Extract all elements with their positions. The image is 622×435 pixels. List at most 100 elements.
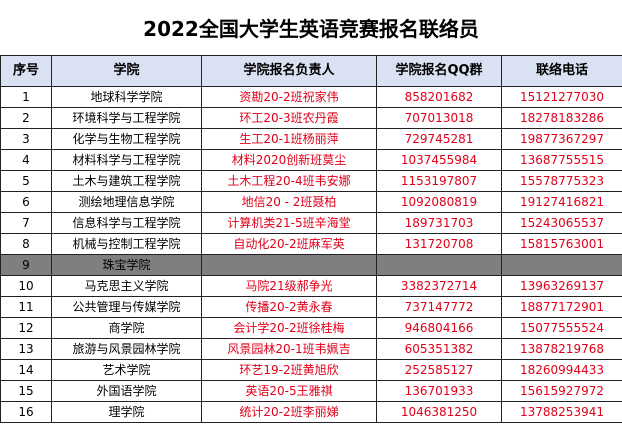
cell-college: 理学院: [51, 401, 202, 423]
cell-contact: 计算机类21-5班辛海堂: [201, 212, 377, 234]
cell-no: 6: [0, 191, 52, 213]
cell-phone: 13788253941: [501, 401, 622, 423]
table-row: 13 旅游与风景园林学院 风景园林20-1班韦姵吉 605351382 13878219…: [0, 338, 622, 360]
cell-phone: 19127416821: [501, 191, 622, 213]
cell-no: 7: [0, 212, 52, 234]
cell-college: 马克思主义学院: [51, 275, 202, 297]
cell-college: 商学院: [51, 317, 202, 339]
cell-contact: 生工20-1班杨丽萍: [201, 128, 377, 150]
cell-phone: 13878219768: [501, 338, 622, 360]
header-no: 序号: [0, 55, 52, 87]
cell-no: 11: [0, 296, 52, 318]
cell-college: 信息科学与工程学院: [51, 212, 202, 234]
sheet-title: 2022全国大学生英语竞赛报名联络员: [143, 17, 479, 41]
table-row: 12 商学院 会计学20-2班徐桂梅 946804166 15077555524: [0, 317, 622, 339]
cell-phone: 15121277030: [501, 86, 622, 108]
cell-phone: 18877172901: [501, 296, 622, 318]
table-row: 4 材料科学与工程学院 材料2020创新班莫尘 1037455984 136877555…: [0, 149, 622, 171]
cell-college: 材料科学与工程学院: [51, 149, 202, 171]
cell-contact: [201, 254, 377, 276]
cell-college: 地球科学学院: [51, 86, 202, 108]
cell-college: 外国语学院: [51, 380, 202, 402]
cell-qq: 1153197807: [376, 170, 502, 192]
cell-phone: 15077555524: [501, 317, 622, 339]
cell-contact: 材料2020创新班莫尘: [201, 149, 377, 171]
cell-contact: 统计20-2班李丽娣: [201, 401, 377, 423]
cell-no: 3: [0, 128, 52, 150]
table-row: 15 外国语学院 英语20-5王雅祺 136701933 15615927972: [0, 380, 622, 402]
table-row: 14 艺术学院 环艺19-2班黄旭欣 252585127 18260994433: [0, 359, 622, 381]
header-contact: 学院报名负责人: [201, 55, 377, 87]
table-row: 11 公共管理与传媒学院 传播20-2黄永春 737147772 18877172901: [0, 296, 622, 318]
table-row: 5 土木与建筑工程学院 土木工程20-4班韦安娜 1153197807 15578775…: [0, 170, 622, 192]
cell-qq: 252585127: [376, 359, 502, 381]
table-row: 7 信息科学与工程学院 计算机类21-5班辛海堂 189731703 152430655…: [0, 212, 622, 234]
cell-college: 化学与生物工程学院: [51, 128, 202, 150]
cell-college: 土木与建筑工程学院: [51, 170, 202, 192]
cell-contact: 土木工程20-4班韦安娜: [201, 170, 377, 192]
cell-qq: 605351382: [376, 338, 502, 360]
cell-no: 15: [0, 380, 52, 402]
cell-college: 艺术学院: [51, 359, 202, 381]
cell-phone: 18278183286: [501, 107, 622, 129]
cell-qq: 737147772: [376, 296, 502, 318]
cell-college: 测绘地理信息学院: [51, 191, 202, 213]
cell-contact: 风景园林20-1班韦姵吉: [201, 338, 377, 360]
header-college: 学院: [51, 55, 202, 87]
cell-qq: 729745281: [376, 128, 502, 150]
contact-table: 序号 学院 学院报名负责人 学院报名QQ群 联络电话 1 地球科学学院 资勘20-2…: [0, 55, 622, 423]
cell-college: 机械与控制工程学院: [51, 233, 202, 255]
cell-college: 珠宝学院: [51, 254, 202, 276]
cell-qq: 1037455984: [376, 149, 502, 171]
header-phone: 联络电话: [501, 55, 622, 87]
cell-contact: 地信20 - 2班聂柏: [201, 191, 377, 213]
cell-no: 14: [0, 359, 52, 381]
table-row: 9 珠宝学院: [0, 254, 622, 276]
cell-college: 旅游与风景园林学院: [51, 338, 202, 360]
cell-qq: 189731703: [376, 212, 502, 234]
cell-no: 10: [0, 275, 52, 297]
cell-phone: 13687755515: [501, 149, 622, 171]
table-row: 6 测绘地理信息学院 地信20 - 2班聂柏 1092080819 1912741682…: [0, 191, 622, 213]
cell-contact: 英语20-5王雅祺: [201, 380, 377, 402]
cell-no: 2: [0, 107, 52, 129]
cell-qq: 858201682: [376, 86, 502, 108]
cell-no: 12: [0, 317, 52, 339]
table-row: 1 地球科学学院 资勘20-2班祝家伟 858201682 15121277030: [0, 86, 622, 108]
cell-qq: 707013018: [376, 107, 502, 129]
cell-college: 环境科学与工程学院: [51, 107, 202, 129]
cell-qq: 3382372714: [376, 275, 502, 297]
cell-contact: 传播20-2黄永春: [201, 296, 377, 318]
table-row: 2 环境科学与工程学院 环工20-3班农丹霞 707013018 18278183286: [0, 107, 622, 129]
table-row: 8 机械与控制工程学院 自动化20-2班麻军英 131720708 1581576300…: [0, 233, 622, 255]
cell-qq: 136701933: [376, 380, 502, 402]
cell-qq: 1046381250: [376, 401, 502, 423]
cell-phone: 13963269137: [501, 275, 622, 297]
cell-contact: 会计学20-2班徐桂梅: [201, 317, 377, 339]
cell-no: 5: [0, 170, 52, 192]
table-row: 3 化学与生物工程学院 生工20-1班杨丽萍 729745281 19877367297: [0, 128, 622, 150]
cell-qq: [376, 254, 502, 276]
cell-contact: 马院21级郝争光: [201, 275, 377, 297]
cell-no: 8: [0, 233, 52, 255]
cell-no: 4: [0, 149, 52, 171]
cell-phone: [501, 254, 622, 276]
cell-contact: 自动化20-2班麻军英: [201, 233, 377, 255]
cell-qq: 131720708: [376, 233, 502, 255]
cell-qq: 946804166: [376, 317, 502, 339]
cell-no: 9: [0, 254, 52, 276]
cell-phone: 15615927972: [501, 380, 622, 402]
table-row: 10 马克思主义学院 马院21级郝争光 3382372714 13963269137: [0, 275, 622, 297]
cell-phone: 15578775323: [501, 170, 622, 192]
cell-no: 13: [0, 338, 52, 360]
cell-contact: 资勘20-2班祝家伟: [201, 86, 377, 108]
cell-phone: 15815763001: [501, 233, 622, 255]
header-row: 序号 学院 学院报名负责人 学院报名QQ群 联络电话: [0, 55, 622, 87]
cell-qq: 1092080819: [376, 191, 502, 213]
table-row: 16 理学院 统计20-2班李丽娣 1046381250 13788253941: [0, 401, 622, 423]
header-qq: 学院报名QQ群: [376, 55, 502, 87]
cell-phone: 15243065537: [501, 212, 622, 234]
cell-no: 1: [0, 86, 52, 108]
cell-college: 公共管理与传媒学院: [51, 296, 202, 318]
cell-no: 16: [0, 401, 52, 423]
